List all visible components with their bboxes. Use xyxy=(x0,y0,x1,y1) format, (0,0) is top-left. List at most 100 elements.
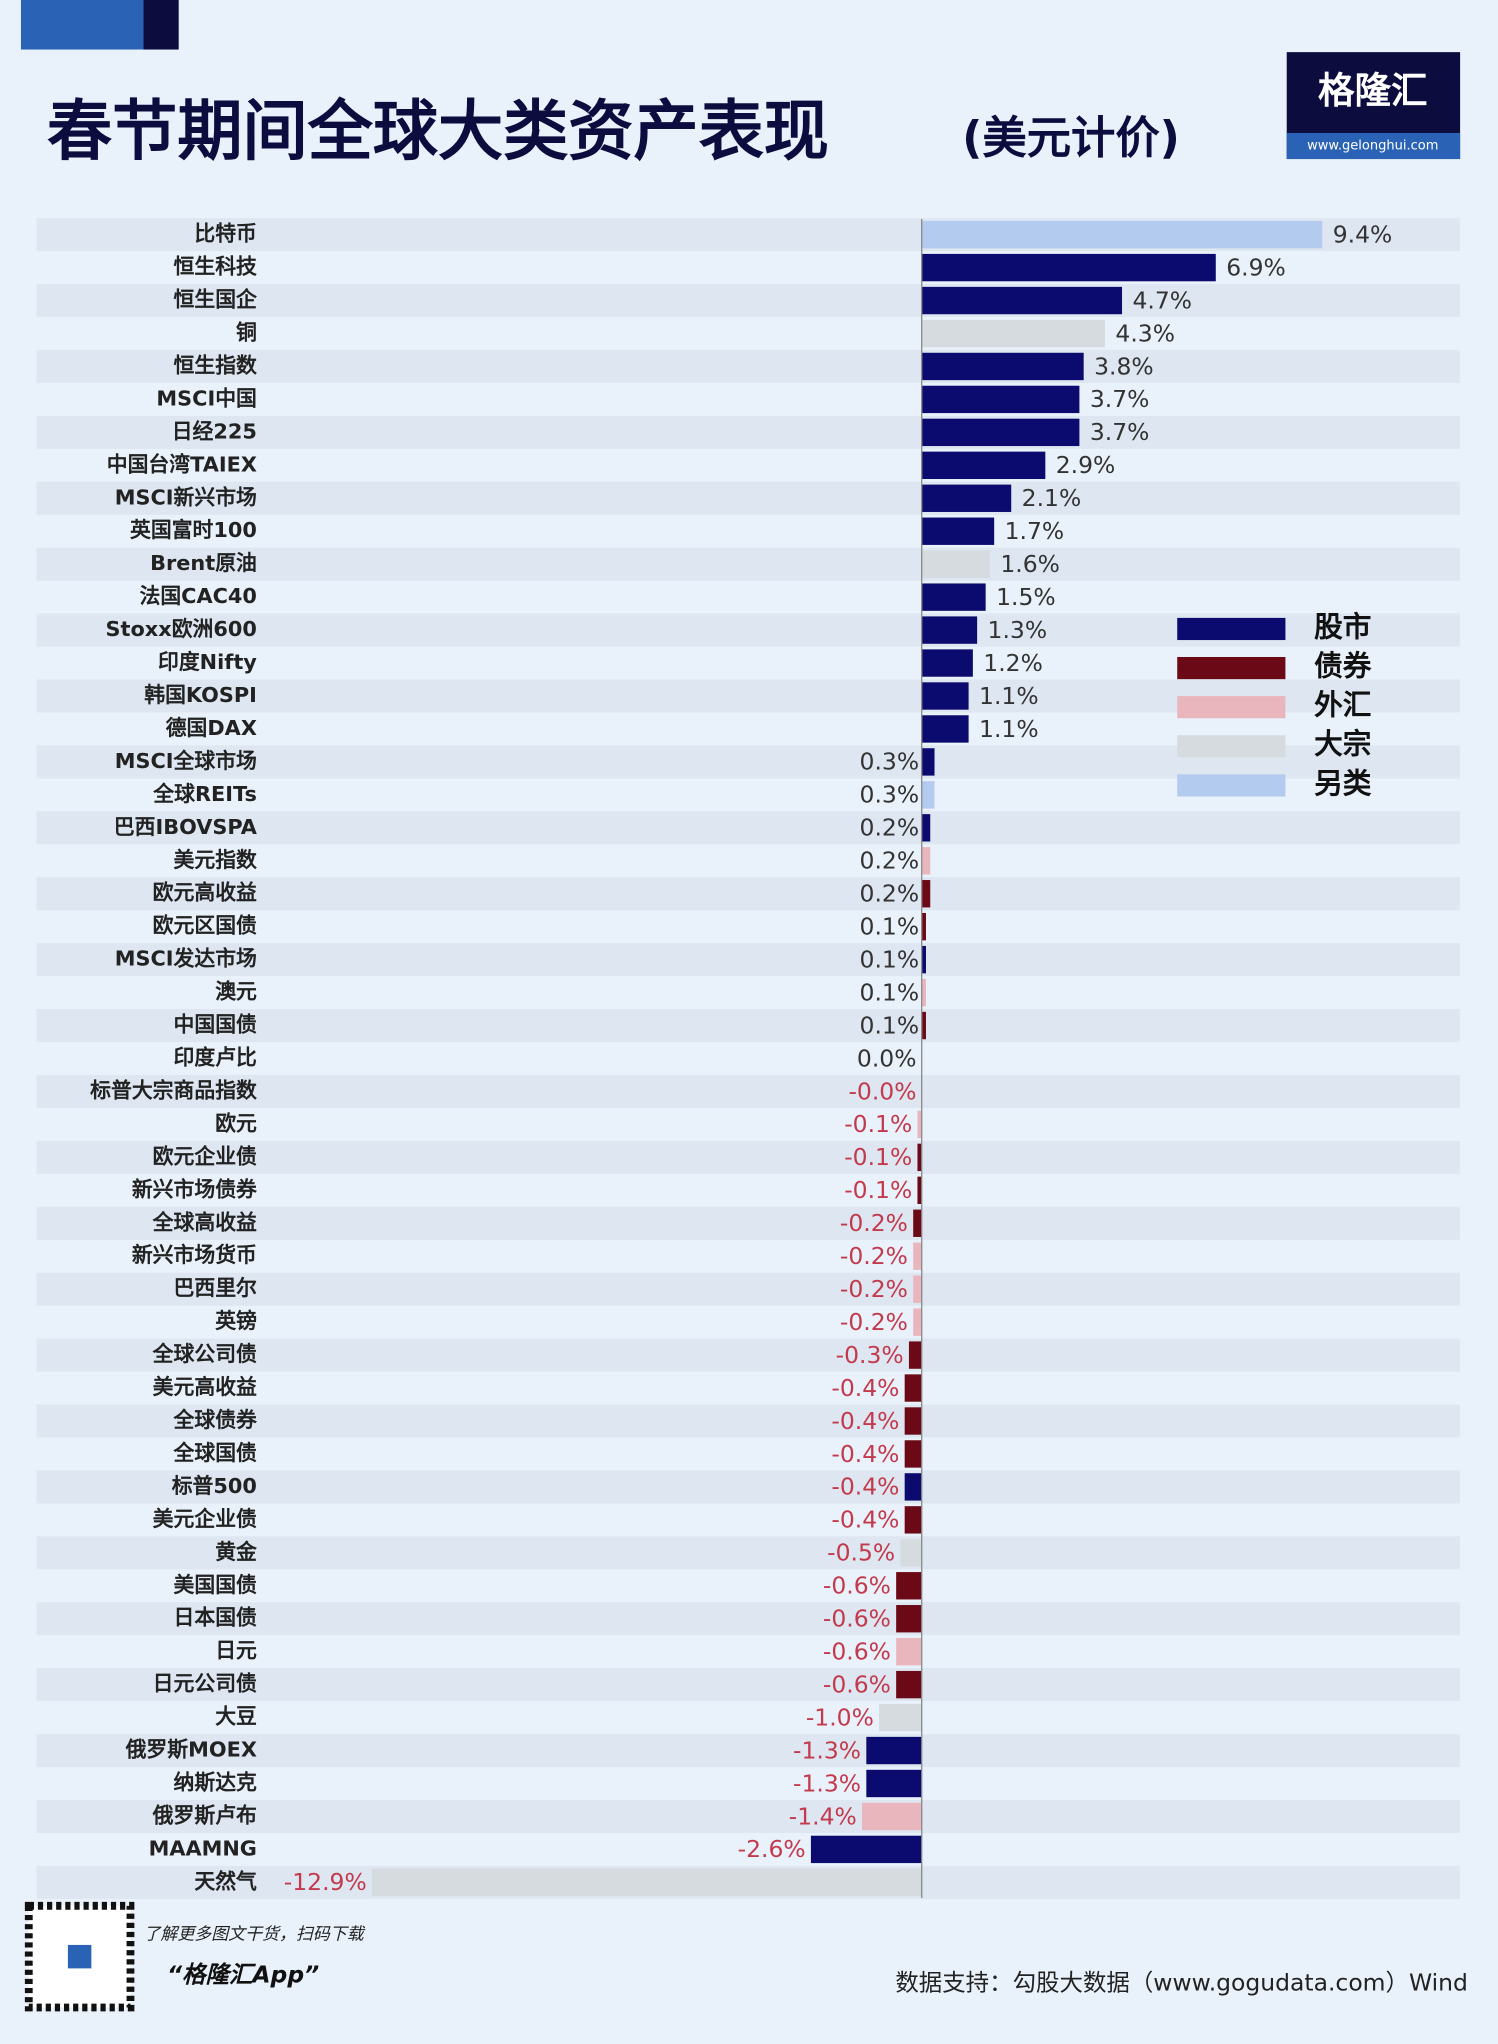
value-label: 0.0% xyxy=(857,1044,917,1072)
bar xyxy=(913,1209,922,1237)
app-name: “格隆汇App” xyxy=(167,1961,319,1989)
bar xyxy=(921,814,931,842)
row-stripe xyxy=(36,1404,1461,1438)
row-stripe xyxy=(36,877,1461,911)
row-stripe xyxy=(36,943,1461,977)
value-label: -1.0% xyxy=(806,1703,874,1731)
y-tick-label: 恒生指数 xyxy=(174,353,258,377)
bar xyxy=(904,1473,922,1501)
legend-label: 另类 xyxy=(1314,766,1372,800)
row-stripe xyxy=(36,1470,1461,1504)
value-label: 3.8% xyxy=(1094,352,1154,380)
legend-label: 外汇 xyxy=(1314,688,1371,722)
bar xyxy=(921,847,931,875)
y-tick-label: 欧元企业债 xyxy=(153,1144,257,1168)
y-tick-label: 美元企业债 xyxy=(153,1507,257,1531)
bar xyxy=(921,616,978,644)
value-label: 0.1% xyxy=(860,978,920,1006)
bar xyxy=(913,1275,922,1303)
value-label: -0.6% xyxy=(823,1605,891,1633)
legend-swatch xyxy=(1177,617,1286,641)
y-tick-label: 澳元 xyxy=(215,980,257,1004)
y-tick-label: 欧元区国债 xyxy=(153,914,257,938)
value-label: 1.3% xyxy=(988,616,1048,644)
bar xyxy=(921,715,969,743)
y-tick-label: 天然气 xyxy=(194,1869,257,1893)
y-tick-label: 英国富时100 xyxy=(130,518,257,542)
bar xyxy=(921,517,995,545)
row-stripe xyxy=(36,481,1461,515)
value-label: 0.3% xyxy=(860,748,920,776)
value-label: 0.2% xyxy=(860,847,920,875)
decor-block xyxy=(20,0,144,50)
row-stripe xyxy=(36,1140,1461,1174)
row-stripe xyxy=(36,1602,1461,1636)
value-label: 2.9% xyxy=(1056,451,1116,479)
bar xyxy=(921,220,1323,249)
legend-label: 大宗 xyxy=(1314,727,1371,761)
value-label: 0.2% xyxy=(860,880,920,908)
bar xyxy=(921,945,926,974)
y-tick-label: 欧元 xyxy=(215,1111,257,1135)
value-label: 3.7% xyxy=(1090,385,1150,413)
value-label: -12.9% xyxy=(284,1868,367,1896)
legend-label: 债券 xyxy=(1314,648,1372,682)
source: 数据支持：勾股大数据（www.gogudata.com）Wind xyxy=(895,1969,1468,1997)
y-tick-label: 恒生国企 xyxy=(174,288,258,312)
bar xyxy=(921,978,926,1007)
bar xyxy=(917,1110,922,1139)
y-tick-label: 新兴市场债券 xyxy=(132,1177,258,1201)
row-stripe xyxy=(36,1536,1461,1570)
value-label: 0.2% xyxy=(860,814,920,842)
value-label: -0.1% xyxy=(844,1143,912,1171)
legend-swatch xyxy=(1177,657,1286,680)
bar xyxy=(904,1506,922,1534)
value-label: -0.3% xyxy=(836,1341,904,1369)
qr-caption: 了解更多图文干货，扫码下载 xyxy=(143,1924,365,1944)
row-stripe xyxy=(36,284,1461,318)
qr-logo xyxy=(67,1944,92,1969)
row-stripe xyxy=(36,1668,1461,1702)
y-tick-label: 新兴市场货币 xyxy=(132,1243,257,1267)
value-label: 1.5% xyxy=(996,583,1056,611)
value-label: -0.4% xyxy=(831,1440,899,1468)
y-tick-label: 日本国债 xyxy=(174,1606,258,1630)
bar xyxy=(866,1769,922,1798)
row-stripe xyxy=(36,1272,1461,1306)
bar xyxy=(921,484,1012,512)
value-label: -0.5% xyxy=(827,1539,895,1567)
y-tick-label: 俄罗斯MOEX xyxy=(125,1738,257,1762)
y-tick-label: 纳斯达克 xyxy=(174,1770,258,1794)
logo-band xyxy=(1286,132,1461,160)
bar xyxy=(896,1637,922,1666)
decor-block xyxy=(143,0,179,50)
row-stripe xyxy=(36,1734,1461,1768)
y-tick-label: 巴西里尔 xyxy=(174,1276,258,1300)
y-tick-label: 全球REITs xyxy=(152,782,257,806)
y-tick-label: 印度Nifty xyxy=(158,650,257,674)
y-tick-label: 中国国债 xyxy=(174,1013,258,1037)
row-stripe xyxy=(36,1009,1461,1043)
value-label: -0.6% xyxy=(823,1670,891,1698)
y-tick-label: 全球国债 xyxy=(173,1441,258,1465)
y-tick-label: 巴西IBOVSPA xyxy=(114,815,258,839)
row-stripe xyxy=(36,1799,1461,1833)
value-label: -0.2% xyxy=(840,1275,908,1303)
bar xyxy=(866,1736,922,1765)
y-tick-label: 铜 xyxy=(236,321,257,345)
bar xyxy=(904,1407,922,1435)
legend-swatch xyxy=(1177,774,1286,797)
value-label: 0.3% xyxy=(860,781,920,809)
y-tick-label: 法国CAC40 xyxy=(139,584,256,608)
bar xyxy=(921,352,1084,381)
bar xyxy=(921,880,931,908)
y-tick-label: 黄金 xyxy=(215,1540,257,1564)
bar xyxy=(921,1011,926,1040)
chart-subtitle: (美元计价) xyxy=(962,113,1180,164)
y-tick-label: 标普大宗商品指数 xyxy=(90,1078,257,1102)
value-label: -0.4% xyxy=(831,1473,899,1501)
bar xyxy=(921,418,1080,447)
y-tick-label: Brent原油 xyxy=(150,551,257,575)
value-label: 4.7% xyxy=(1132,286,1192,314)
y-tick-label: 俄罗斯卢布 xyxy=(152,1803,257,1827)
